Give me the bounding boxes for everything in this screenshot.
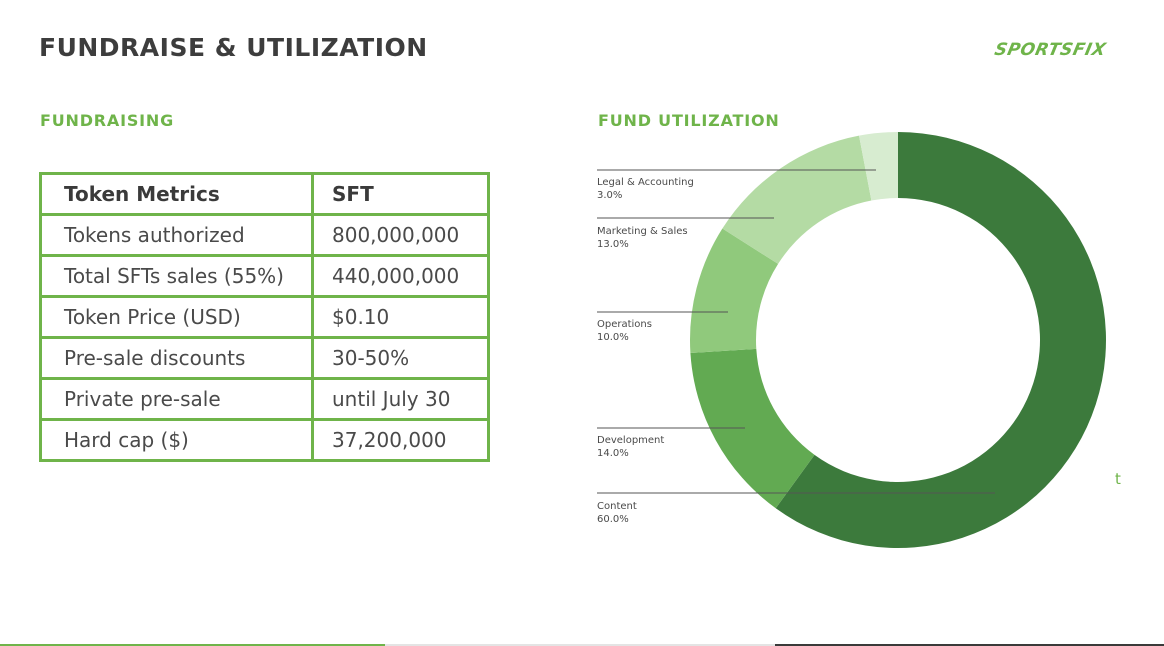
slice-value-content: 60.0% [597, 514, 629, 525]
slice-value-legal-accounting: 3.0% [597, 190, 622, 201]
slice-value-operations: 10.0% [597, 332, 629, 343]
metric-value: 440,000,000 [311, 254, 490, 298]
donut-slice-operations [690, 228, 779, 354]
table-row: Hard cap ($) 37,200,000 [39, 418, 490, 462]
donut-slice-legal-accounting [859, 132, 898, 201]
table-row: Pre-sale discounts 30-50% [39, 336, 490, 380]
column-header-token-metrics: Token Metrics [39, 172, 314, 216]
slice-label-development: Development [597, 435, 664, 446]
column-header-sft: SFT [311, 172, 490, 216]
bottom-rule-gray [385, 644, 775, 646]
metric-value: 800,000,000 [311, 213, 490, 257]
metric-label: Token Price (USD) [39, 295, 314, 339]
fundraising-heading: FUNDRAISING [40, 111, 175, 130]
slice-label-marketing-sales: Marketing & Sales [597, 226, 688, 237]
metric-label: Tokens authorized [39, 213, 314, 257]
table-row: Token Price (USD) $0.10 [39, 295, 490, 339]
table-row: Tokens authorized 800,000,000 [39, 213, 490, 257]
metric-value: until July 30 [311, 377, 490, 421]
stray-text: t [1115, 470, 1121, 488]
table-row: Total SFTs sales (55%) 440,000,000 [39, 254, 490, 298]
token-metrics-table: Token Metrics SFT Tokens authorized 800,… [39, 172, 490, 462]
donut-slice-development [690, 348, 815, 509]
bottom-rule-dark [775, 644, 1164, 646]
slice-value-development: 14.0% [597, 448, 629, 459]
metric-label: Total SFTs sales (55%) [39, 254, 314, 298]
metric-label: Pre-sale discounts [39, 336, 314, 380]
donut-slices [690, 132, 1106, 548]
metric-label: Private pre-sale [39, 377, 314, 421]
page-title: FUNDRAISE & UTILIZATION [39, 33, 428, 62]
metric-label: Hard cap ($) [39, 418, 314, 462]
fund-utilization-heading: FUND UTILIZATION [598, 111, 780, 130]
bottom-rule-green [0, 644, 385, 646]
slice-label-content: Content [597, 501, 637, 512]
donut-slice-marketing-sales [722, 135, 872, 264]
table-row: Private pre-sale until July 30 [39, 377, 490, 421]
sportsfix-logo: SPORTSFIX [993, 40, 1108, 60]
metric-value: $0.10 [311, 295, 490, 339]
metric-value: 37,200,000 [311, 418, 490, 462]
slice-label-legal-accounting: Legal & Accounting [597, 177, 694, 188]
donut-leader-labels: Content 60.0% Development 14.0% Operations 10… [597, 169, 995, 525]
logo-text: SPORTSFIX [993, 40, 1108, 60]
slice-value-marketing-sales: 13.0% [597, 239, 629, 250]
metric-value: 30-50% [311, 336, 490, 380]
table-header-row: Token Metrics SFT [39, 172, 490, 216]
donut-slice-content [775, 132, 1106, 548]
slice-label-operations: Operations [597, 319, 652, 330]
